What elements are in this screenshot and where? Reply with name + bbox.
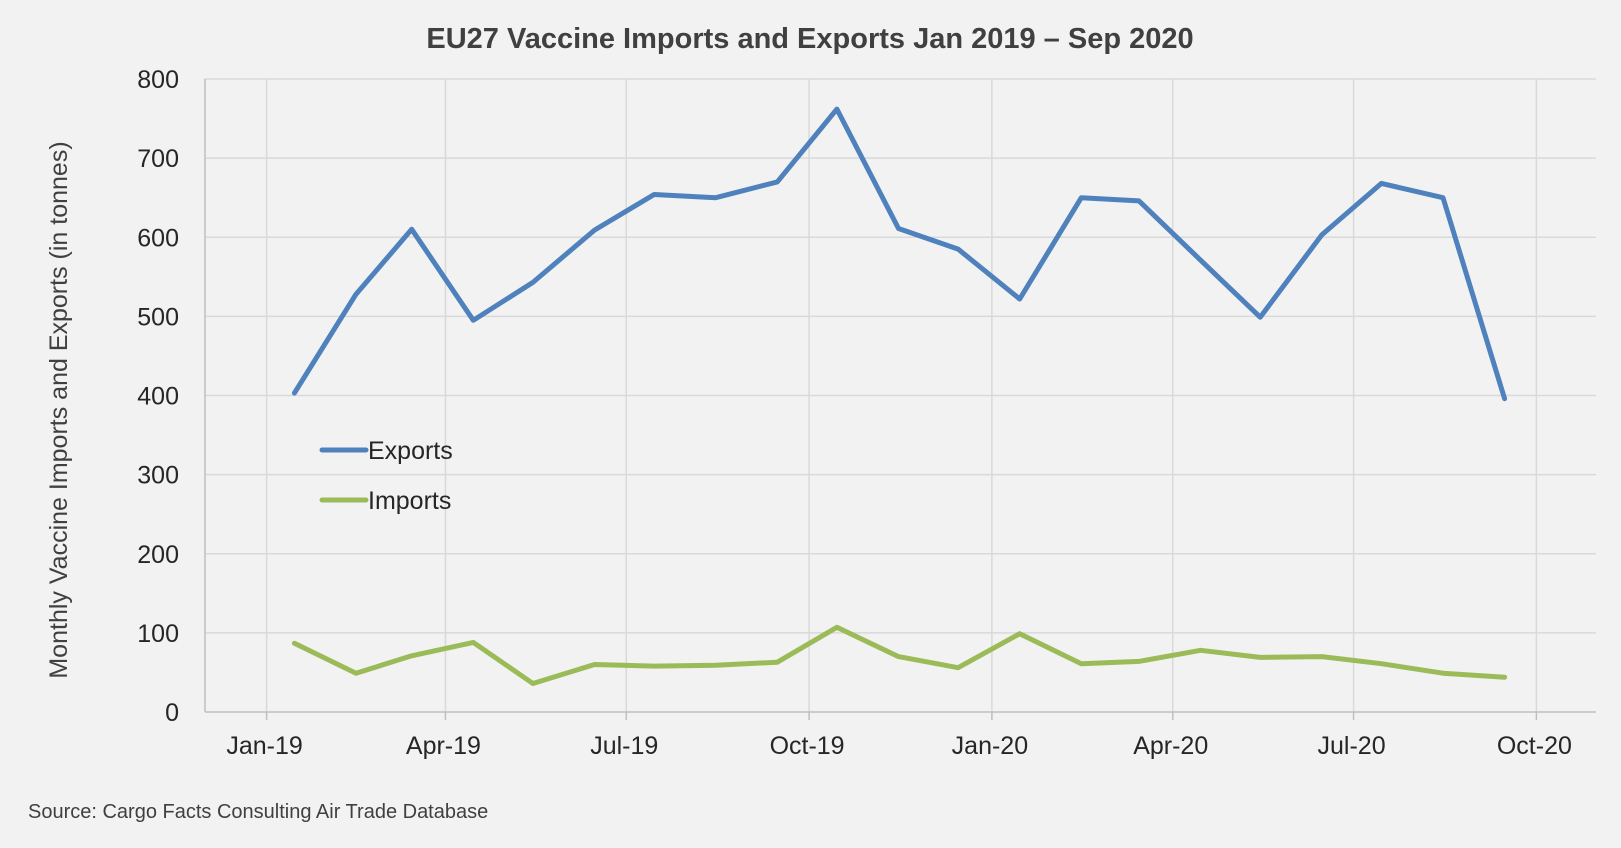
y-tick-label: 400 bbox=[137, 383, 179, 411]
series-line-exports bbox=[291, 106, 1508, 402]
y-tick-label: 600 bbox=[137, 224, 179, 252]
y-tick-label: 0 bbox=[165, 699, 179, 727]
y-axis-label: Monthly Vaccine Imports and Exports (in … bbox=[45, 141, 73, 678]
y-tick-label: 800 bbox=[137, 66, 179, 94]
gridlines bbox=[205, 78, 1596, 712]
chart-title: EU27 Vaccine Imports and Exports Jan 201… bbox=[426, 23, 1193, 55]
legend-label-exports: Exports bbox=[368, 437, 453, 465]
tick-labels: 0 100 200 300 400 500 600 700 800 Jan-19 Apr-19 Jul… bbox=[137, 66, 1572, 760]
series-line-imports bbox=[291, 624, 1508, 686]
axes bbox=[204, 79, 1596, 720]
x-tick-label: Jul-20 bbox=[1318, 732, 1386, 760]
y-tick-label: 300 bbox=[137, 462, 179, 490]
x-tick-label: Oct-19 bbox=[770, 732, 845, 760]
x-tick-label: Apr-20 bbox=[1133, 732, 1208, 760]
y-tick-label: 500 bbox=[137, 303, 179, 331]
series-lines bbox=[291, 106, 1508, 686]
x-tick-label: Jan-19 bbox=[226, 732, 302, 760]
legend-label-imports: Imports bbox=[368, 487, 451, 515]
x-tick-label: Apr-19 bbox=[406, 732, 481, 760]
y-tick-label: 700 bbox=[137, 145, 179, 173]
y-tick-label: 200 bbox=[137, 541, 179, 569]
y-tick-label: 100 bbox=[137, 620, 179, 648]
source-note: Source: Cargo Facts Consulting Air Trade… bbox=[28, 801, 488, 823]
legend: Exports Imports bbox=[319, 437, 453, 515]
x-tick-label: Jan-20 bbox=[952, 732, 1028, 760]
x-tick-label: Jul-19 bbox=[590, 732, 658, 760]
x-tick-label: Oct-20 bbox=[1497, 732, 1572, 760]
